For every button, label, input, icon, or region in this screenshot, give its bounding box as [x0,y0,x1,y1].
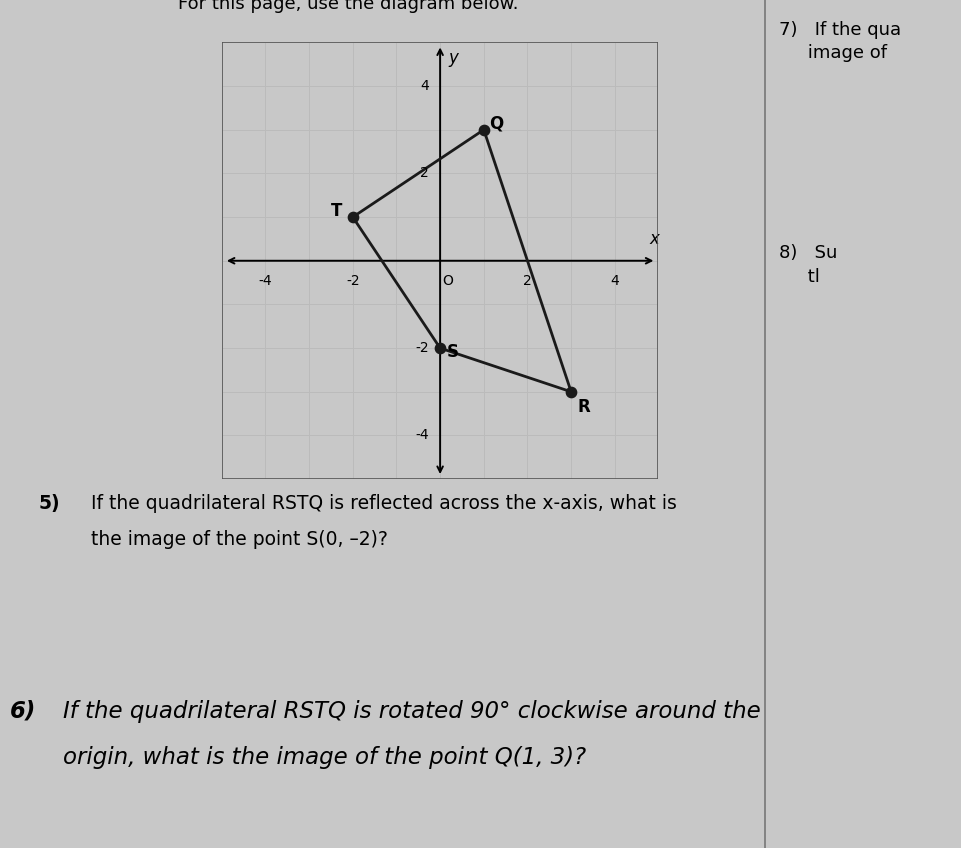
Text: For this page, use the diagram below.: For this page, use the diagram below. [178,0,518,13]
Text: O: O [442,274,453,287]
Text: 6): 6) [10,700,36,722]
Text: If the quadrilateral RSTQ is reflected across the x-axis, what is: If the quadrilateral RSTQ is reflected a… [91,494,677,513]
Text: Q: Q [488,114,503,132]
Text: tl: tl [778,268,819,286]
Text: -2: -2 [346,274,359,287]
Text: 2: 2 [523,274,531,287]
Text: 8)   Su: 8) Su [778,244,837,262]
Point [345,210,360,224]
Text: the image of the point S(0, –2)?: the image of the point S(0, –2)? [91,530,388,549]
Point [431,341,447,354]
Text: 4: 4 [610,274,619,287]
Text: -4: -4 [415,428,429,443]
Text: origin, what is the image of the point Q(1, 3)?: origin, what is the image of the point Q… [62,746,585,769]
Text: 2: 2 [420,166,429,181]
Text: T: T [331,202,341,220]
Text: R: R [578,398,590,416]
Text: image of: image of [778,44,886,62]
Text: 4: 4 [420,79,429,93]
Text: If the quadrilateral RSTQ is rotated 90° clockwise around the: If the quadrilateral RSTQ is rotated 90°… [62,700,759,722]
Point [476,123,491,137]
Text: x: x [649,230,658,248]
Point [563,385,579,399]
Text: S: S [446,343,457,361]
Text: y: y [448,49,457,67]
Text: 5): 5) [38,494,60,513]
Text: 7)   If the qua: 7) If the qua [778,21,900,39]
Text: -4: -4 [259,274,272,287]
Text: -2: -2 [415,341,429,355]
